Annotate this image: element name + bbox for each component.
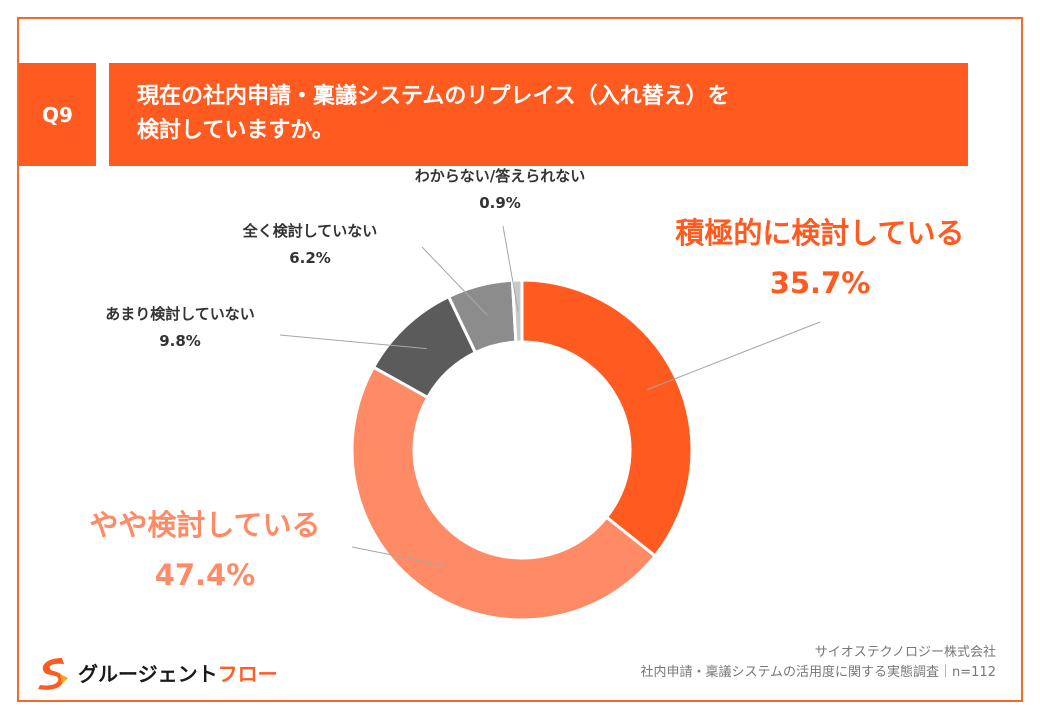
- leader-line-4: [502, 225, 519, 312]
- leader-line-3: [421, 246, 488, 316]
- leader-line-1: [351, 546, 445, 566]
- slice-label-2-value: 9.8%: [159, 332, 201, 350]
- slice-label-4-value: 0.9%: [479, 194, 521, 212]
- leader-line-2: [279, 334, 427, 350]
- slice-label-1-value: 47.4%: [154, 558, 256, 592]
- donut-slice-1: [350, 365, 658, 622]
- glue-logo-icon: [38, 658, 68, 690]
- donut-slice-0: [520, 278, 694, 558]
- slice-label-3: 全く検討していない 6.2%: [210, 220, 410, 267]
- card-frame: Q9 現在の社内申請・稟議システムのリプレイス（入れ替え）を 検討していますか。: [17, 17, 1023, 702]
- slice-label-0: 積極的に検討している 35.7%: [650, 210, 990, 300]
- slice-label-4-text: わからない/答えられない: [414, 167, 586, 185]
- question-title: 現在の社内申請・稟議システムのリプレイス（入れ替え）を 検討していますか。: [109, 63, 968, 166]
- source-company: サイオステクノロジー株式会社: [814, 645, 996, 660]
- slice-label-3-value: 6.2%: [289, 249, 331, 267]
- brand-logo: グルージェントフロー: [32, 652, 278, 692]
- slice-label-3-text: 全く検討していない: [242, 222, 378, 240]
- question-title-line-1: 現在の社内申請・稟議システムのリプレイス（入れ替え）を: [137, 84, 730, 109]
- slice-label-0-text: 積極的に検討している: [675, 216, 965, 250]
- slice-label-0-value: 35.7%: [769, 266, 871, 300]
- question-title-line-2: 検討していますか。: [137, 118, 334, 143]
- slice-label-2: あまり検討していない 9.8%: [70, 303, 290, 350]
- donut-slice-4: [510, 278, 524, 344]
- slice-label-1: やや検討している 47.4%: [60, 502, 350, 592]
- slice-label-4: わからない/答えられない 0.9%: [385, 165, 615, 212]
- leader-line-0: [647, 321, 821, 391]
- question-number-badge: Q9: [19, 63, 96, 166]
- slice-label-1-text: やや検討している: [89, 508, 321, 542]
- slice-label-2-text: あまり検討していない: [105, 305, 255, 323]
- brand-logo-text-part2: フロー: [217, 661, 278, 686]
- brand-logo-text: グルージェントフロー: [78, 658, 278, 687]
- source-survey: 社内申請・稟議システムの活用度に関する実態調査｜n=112: [640, 665, 996, 680]
- source-note: サイオステクノロジー株式会社 社内申請・稟議システムの活用度に関する実態調査｜n…: [640, 643, 996, 683]
- brand-logo-text-part1: グルージェント: [78, 661, 218, 686]
